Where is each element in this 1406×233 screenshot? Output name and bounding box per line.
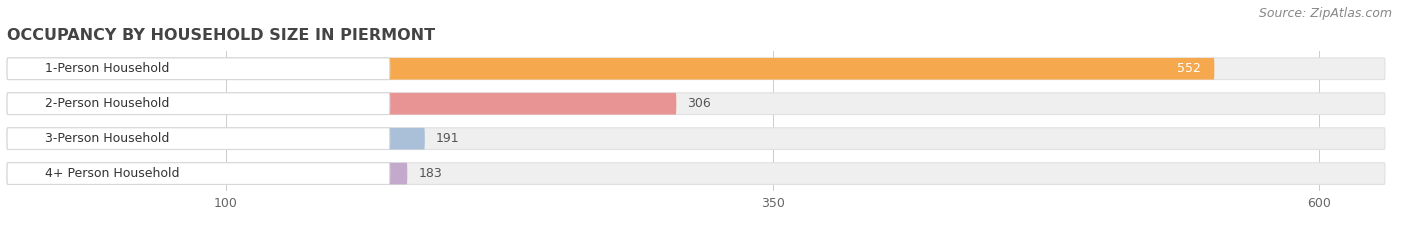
FancyBboxPatch shape: [7, 163, 1385, 185]
Text: 3-Person Household: 3-Person Household: [45, 132, 170, 145]
FancyBboxPatch shape: [7, 163, 408, 185]
FancyBboxPatch shape: [7, 58, 389, 80]
FancyBboxPatch shape: [7, 58, 1215, 80]
FancyBboxPatch shape: [7, 128, 425, 150]
Text: 1-Person Household: 1-Person Household: [45, 62, 170, 75]
FancyBboxPatch shape: [7, 128, 1385, 150]
Text: 552: 552: [1177, 62, 1201, 75]
Text: 2-Person Household: 2-Person Household: [45, 97, 170, 110]
Text: 191: 191: [436, 132, 460, 145]
Text: Source: ZipAtlas.com: Source: ZipAtlas.com: [1258, 7, 1392, 20]
FancyBboxPatch shape: [7, 93, 389, 115]
Text: 306: 306: [688, 97, 711, 110]
FancyBboxPatch shape: [7, 58, 1385, 80]
FancyBboxPatch shape: [7, 93, 676, 115]
FancyBboxPatch shape: [7, 93, 1385, 115]
FancyBboxPatch shape: [7, 163, 389, 185]
Text: 4+ Person Household: 4+ Person Household: [45, 167, 180, 180]
Text: OCCUPANCY BY HOUSEHOLD SIZE IN PIERMONT: OCCUPANCY BY HOUSEHOLD SIZE IN PIERMONT: [7, 28, 434, 43]
Text: 183: 183: [418, 167, 441, 180]
FancyBboxPatch shape: [7, 128, 389, 150]
